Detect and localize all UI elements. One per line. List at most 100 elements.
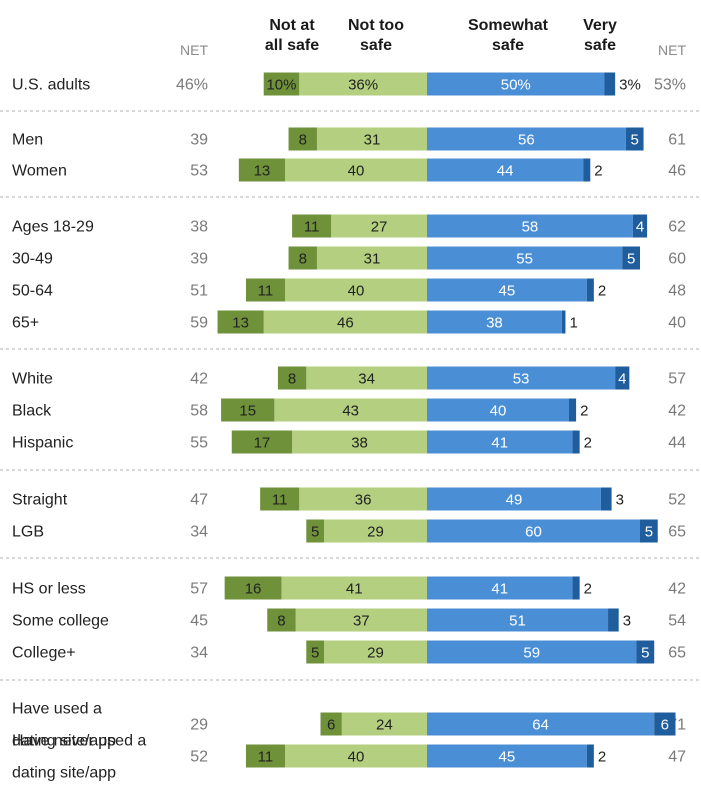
net-left-value: 34 [190, 524, 208, 541]
label-not-too-safe: 36 [355, 492, 372, 509]
label-not-at-all-safe: 13 [254, 163, 271, 180]
bar-not-at-all-safe [288, 246, 317, 270]
label-not-too-safe: 40 [348, 749, 365, 766]
row-label: Black [12, 403, 52, 420]
label-not-at-all-safe: 11 [272, 492, 288, 509]
net-right-value: 52 [668, 492, 686, 509]
row-label: LGB [12, 524, 44, 541]
header-net-right: NET [658, 42, 686, 58]
row-label: U.S. adults [12, 77, 90, 94]
row-label: Hispanic [12, 435, 73, 452]
bar-not-too-safe [292, 430, 427, 454]
net-right-value: 47 [668, 749, 686, 766]
label-not-at-all-safe: 5 [311, 645, 319, 662]
net-right-value: 60 [668, 251, 686, 268]
row-label: Have used a dating site/app [12, 701, 116, 750]
bar-very-safe [615, 366, 630, 390]
row-label: Ages 18-29 [12, 219, 94, 236]
label-somewhat-safe: 38 [486, 315, 503, 332]
label-somewhat-safe: 60 [525, 524, 542, 541]
label-somewhat-safe: 58 [522, 219, 539, 236]
header-very-safe: Very safe [583, 17, 617, 54]
bar-somewhat-safe [427, 72, 605, 96]
bar-not-at-all-safe [277, 366, 307, 390]
row-label: 50-64 [12, 283, 53, 300]
bar-not-at-all-safe [231, 430, 293, 454]
bar-very-safe [604, 72, 616, 96]
bar-somewhat-safe [427, 278, 587, 302]
header-somewhat-safe: Somewhat safe [468, 17, 549, 54]
label-not-too-safe: 31 [364, 251, 381, 268]
bar-very-safe [625, 127, 644, 151]
label-not-at-all-safe: 11 [258, 283, 274, 300]
net-left-value: 59 [190, 315, 208, 332]
header-not-too-safe: Not too safe [348, 17, 404, 54]
label-very-safe: 2 [594, 163, 602, 180]
label-not-too-safe: 24 [376, 717, 393, 734]
bar-somewhat-safe [427, 519, 640, 543]
label-very-safe: 5 [645, 524, 653, 541]
bar-somewhat-safe [427, 576, 573, 600]
label-very-safe: 3 [623, 613, 631, 630]
bar-very-safe [572, 576, 580, 600]
bar-very-safe [600, 487, 612, 511]
bar-not-too-safe [341, 712, 427, 736]
label-not-at-all-safe: 17 [254, 435, 271, 452]
bar-very-safe [586, 744, 594, 768]
bar-not-too-safe [316, 246, 427, 270]
net-right-value: 46 [668, 163, 686, 180]
label-not-at-all-safe: 11 [304, 219, 320, 236]
bar-not-too-safe [299, 72, 427, 96]
net-left-value: 58 [190, 403, 208, 420]
bar-not-too-safe [295, 608, 427, 632]
bar-very-safe [569, 398, 577, 422]
net-right-value: 40 [668, 315, 686, 332]
label-somewhat-safe: 45 [499, 283, 516, 300]
net-right-value: 61 [668, 132, 686, 149]
header-net-left: NET [180, 42, 208, 58]
bar-somewhat-safe [427, 246, 623, 270]
label-somewhat-safe: 53 [513, 371, 530, 388]
bar-not-too-safe [274, 398, 427, 422]
label-somewhat-safe: 44 [497, 163, 514, 180]
label-very-safe: 5 [627, 251, 635, 268]
label-not-too-safe: 29 [367, 645, 384, 662]
label-somewhat-safe: 50% [501, 77, 531, 94]
bar-not-too-safe [306, 366, 427, 390]
label-somewhat-safe: 55 [516, 251, 533, 268]
row-label: Have never used a dating site/app [12, 733, 146, 782]
net-right-value: 65 [668, 645, 686, 662]
net-left-value: 52 [190, 749, 208, 766]
label-not-too-safe: 34 [358, 371, 375, 388]
label-somewhat-safe: 41 [491, 435, 508, 452]
label-somewhat-safe: 59 [523, 645, 540, 662]
label-not-at-all-safe: 8 [299, 251, 307, 268]
net-right-value: 65 [668, 524, 686, 541]
bar-somewhat-safe [427, 127, 626, 151]
label-somewhat-safe: 41 [491, 581, 508, 598]
bar-not-at-all-safe [306, 519, 325, 543]
label-not-too-safe: 43 [342, 403, 359, 420]
label-not-too-safe: 36% [348, 77, 378, 94]
label-very-safe: 2 [584, 435, 592, 452]
bar-very-safe [632, 214, 648, 238]
bar-not-at-all-safe [263, 72, 300, 96]
label-very-safe: 2 [598, 749, 606, 766]
bar-somewhat-safe [427, 398, 569, 422]
bar-not-at-all-safe [217, 310, 264, 334]
net-left-value: 42 [190, 371, 208, 388]
net-left-value: 47 [190, 492, 208, 509]
label-very-safe: 4 [636, 219, 644, 236]
label-not-at-all-safe: 11 [258, 749, 274, 766]
net-right-value: 48 [668, 283, 686, 300]
bar-somewhat-safe [427, 430, 573, 454]
bar-not-at-all-safe [260, 487, 300, 511]
net-left-value: 57 [190, 581, 208, 598]
bar-very-safe [608, 608, 619, 632]
net-left-value: 34 [190, 645, 208, 662]
bar-not-too-safe [299, 487, 427, 511]
bar-not-too-safe [281, 576, 427, 600]
label-not-at-all-safe: 15 [239, 403, 256, 420]
bar-not-too-safe [324, 519, 427, 543]
bar-very-safe [583, 158, 591, 182]
